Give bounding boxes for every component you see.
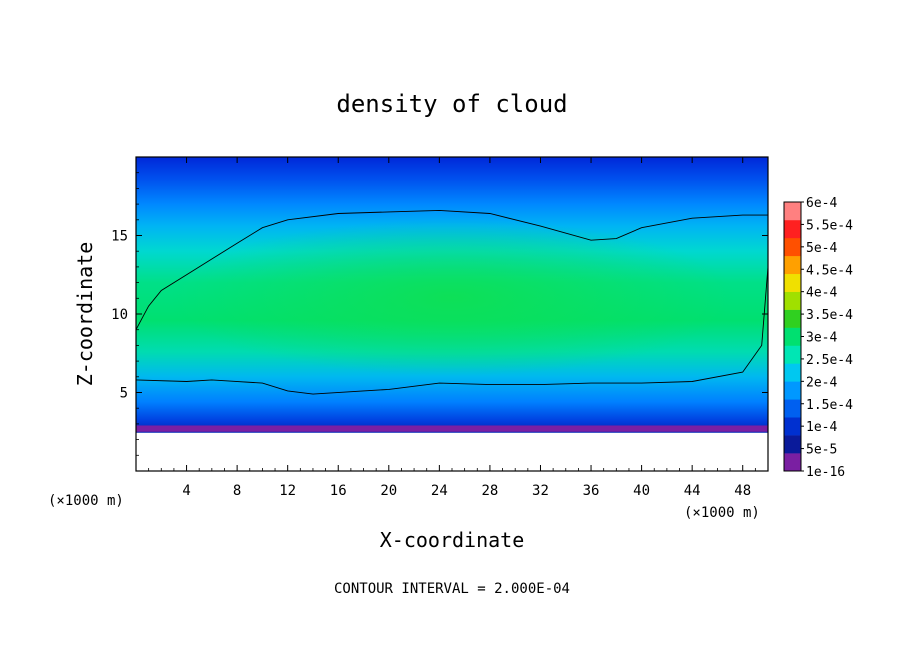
x-tick-label: 24	[431, 483, 448, 499]
contour-interval-note: CONTOUR INTERVAL = 2.000E-04	[334, 581, 570, 597]
ground-mask	[136, 432, 768, 471]
x-tick-label: 20	[380, 483, 397, 499]
x-tick-label: 12	[279, 483, 296, 499]
x-tick-label: 40	[633, 483, 650, 499]
x-axis: 4 8 12 16 20 24 28 32 36 40 44 48	[148, 157, 756, 499]
colorbar-swatch	[784, 435, 801, 454]
surface-layer	[136, 425, 768, 432]
x-tick-label: 44	[684, 483, 701, 499]
colorbar-swatch	[784, 381, 801, 400]
colorbar-label: 1e-4	[806, 420, 837, 435]
y-axis-title: Z-coordinate	[73, 242, 97, 387]
colorbar-swatch	[784, 327, 801, 346]
colorbar-swatch	[784, 273, 801, 292]
colorbar-label: 5.5e-4	[806, 218, 853, 233]
cloud-core-region	[167, 219, 737, 376]
x-tick-label: 8	[233, 483, 241, 499]
chart-title: density of cloud	[336, 90, 567, 118]
colorbar-label: 5e-4	[806, 241, 837, 256]
colorbar-label: 6e-4	[806, 196, 837, 211]
colorbar-swatch	[784, 291, 801, 310]
colorbar-swatch	[784, 453, 801, 472]
x-tick-label: 16	[330, 483, 347, 499]
colorbar-swatch	[784, 345, 801, 364]
colorbar-label: 1.5e-4	[806, 398, 853, 413]
y-tick-label: 5	[120, 386, 128, 402]
x-tick-label: 32	[532, 483, 549, 499]
colorbar-label: 4e-4	[806, 286, 837, 301]
colorbar-label: 2.5e-4	[806, 353, 853, 368]
colorbar-swatch	[784, 309, 801, 328]
colorbar-swatch	[784, 363, 801, 382]
y-axis: 5 10 15	[111, 172, 768, 456]
y-tick-label: 10	[111, 307, 128, 323]
colorbar-swatch	[784, 237, 801, 257]
colorbar-label: 5e-5	[806, 443, 837, 458]
colorbar-swatch	[784, 255, 801, 275]
colorbar-label: 3e-4	[806, 331, 837, 346]
colorbar-swatch	[784, 202, 801, 221]
x-unit-label: (×1000 m)	[684, 505, 760, 521]
x-tick-label: 48	[734, 483, 751, 499]
colorbar: 1e-16 5e-5 1e-4 1.5e-4 2e-4 2.5e-4 3e-4 3.5e-4 4…	[783, 196, 853, 480]
colorbar-label: 2e-4	[806, 375, 837, 390]
x-tick-label: 28	[481, 483, 498, 499]
colorbar-label: 1e-16	[806, 465, 845, 480]
plot-field	[136, 157, 768, 471]
colorbar-swatch	[784, 399, 801, 418]
x-tick-label: 4	[182, 483, 190, 499]
colorbar-swatch	[784, 417, 801, 436]
x-tick-label: 36	[583, 483, 600, 499]
cloud-top-contour	[136, 209, 768, 330]
colorbar-swatch	[784, 219, 801, 239]
x-axis-title: X-coordinate	[380, 528, 525, 552]
cloud-base-contour	[136, 266, 768, 395]
colorbar-label: 3.5e-4	[806, 308, 853, 323]
y-tick-label: 15	[111, 229, 128, 245]
y-unit-label: (×1000 m)	[48, 493, 124, 509]
colorbar-label: 4.5e-4	[806, 263, 853, 278]
